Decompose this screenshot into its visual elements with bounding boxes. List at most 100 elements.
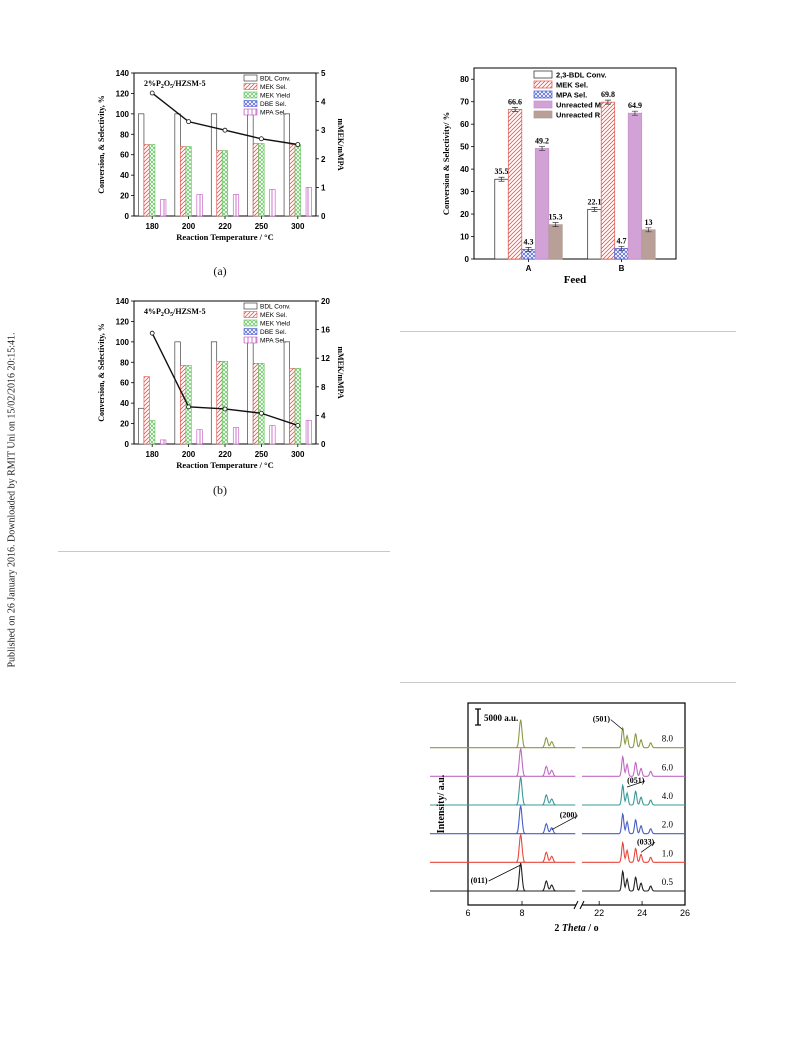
- error-bar: [604, 99, 611, 105]
- peak-label: (011): [471, 876, 488, 885]
- legend-label: BDL Conv.: [260, 304, 291, 311]
- y-tick-label: 60: [120, 379, 129, 388]
- y2-tick-label: 20: [321, 297, 330, 306]
- legend-label: DBE Sel.: [260, 329, 287, 336]
- y-tick-label: 20: [120, 192, 129, 201]
- y-tick-label: 80: [460, 75, 469, 84]
- caption-b: (b): [213, 483, 227, 497]
- y2-axis-title: mMEK/mMPA: [336, 346, 345, 399]
- xrd-pattern-right: [582, 840, 685, 863]
- data-label: 64.9: [628, 101, 642, 110]
- legend-swatch: [243, 108, 258, 116]
- ratio-point: [186, 119, 191, 125]
- y2-tick-label: 3: [321, 126, 326, 135]
- y-axis-title: Conversion & Selectivity/ %: [441, 112, 451, 215]
- peak-pointer: [610, 719, 623, 730]
- legend-label: MPA Sel.: [260, 338, 286, 345]
- legend-label: 2,3-BDL Conv.: [556, 71, 607, 80]
- legend-swatch: [243, 83, 258, 90]
- x-tick-label: 24: [637, 908, 647, 918]
- chart-xrd: 6 8 22 24 26 0.5 1.0 2.0 4.0 6.0 8.0 (011) (033) (200…: [430, 702, 690, 934]
- bar-bdl-conv-: [247, 113, 254, 217]
- divider-left: [58, 551, 390, 552]
- bar-mek-sel-: [289, 368, 296, 445]
- legend-swatch: [533, 80, 553, 89]
- legend-swatch: [243, 74, 258, 82]
- error-bar: [512, 106, 519, 112]
- bar-mek-yield: [185, 146, 192, 217]
- x-tick-label: 300: [291, 450, 305, 459]
- error-bar: [552, 222, 559, 227]
- series-label: 0.5: [662, 877, 674, 887]
- bar-bdl-conv-: [174, 113, 181, 217]
- bar-bdl-conv-: [174, 341, 181, 445]
- bar-mek-yield: [149, 144, 156, 217]
- bar-2-3-bdl-conv-: [587, 208, 602, 260]
- legend-label: MEK Sel.: [260, 312, 287, 319]
- bar-mpa-sel-: [232, 427, 240, 445]
- legend-swatch: [533, 70, 553, 79]
- xrd-pattern-left: [430, 719, 576, 749]
- series-label: 2.0: [662, 820, 674, 830]
- legend-label: MEK Yield: [260, 93, 290, 100]
- chart-feed: 0 10 20 30 40 50 60 70 80 A 35.5 66.6 4.3 49.2 15.3 B 22…: [441, 67, 677, 284]
- y2-axis-title: mMEK/mMPA: [336, 118, 345, 171]
- legend-label: MPA Sel.: [556, 91, 587, 100]
- bar-unreacted-r: [641, 229, 656, 260]
- bar-mek-sel-: [180, 146, 187, 217]
- x-tick-label: 200: [182, 450, 196, 459]
- error-bar: [631, 110, 638, 116]
- series-label: 6.0: [662, 762, 674, 772]
- xrd-pattern-right: [582, 812, 685, 835]
- bar-mek-sel-: [143, 376, 150, 445]
- legend-label: Unreacted R: [556, 111, 601, 120]
- x-tick-label: 200: [182, 222, 196, 231]
- error-bar: [618, 246, 625, 251]
- ratio-point: [295, 423, 301, 428]
- catalyst-label: 4%P2O5/HZSM-5: [144, 307, 206, 318]
- legend-label: MEK Yield: [260, 321, 290, 328]
- data-label: 15.3: [549, 213, 563, 222]
- xrd-pattern-left: [430, 805, 576, 835]
- x-tick-label: 250: [255, 222, 269, 231]
- y-tick-label: 60: [460, 120, 469, 129]
- bar-mek-yield: [149, 420, 156, 445]
- error-bar: [525, 246, 532, 252]
- legend-swatch: [533, 110, 553, 119]
- bar-mek-sel-: [143, 144, 150, 217]
- bar-mek-yield: [258, 143, 265, 217]
- legend-swatch: [533, 100, 553, 109]
- series-label: 8.0: [662, 734, 674, 744]
- peak-pointer: [626, 780, 646, 788]
- bar-mpa-sel-: [196, 429, 203, 445]
- data-label: 35.5: [495, 167, 509, 176]
- chart-b: 0 20 40 60 80 100 120 140 0 4 8 12 16 20 180 200 220 250 3…: [97, 297, 345, 470]
- legend-label: Unreacted M: [556, 101, 601, 110]
- bar-bdl-conv-: [283, 113, 290, 217]
- bar-unreacted-r: [548, 224, 563, 260]
- y2-tick-label: 4: [321, 411, 326, 420]
- bar-mek-sel-: [289, 144, 296, 217]
- y-tick-label: 140: [116, 69, 130, 78]
- peak-label: (200): [560, 811, 578, 820]
- x-axis-title: Feed: [564, 274, 587, 284]
- y2-tick-label: 4: [321, 98, 326, 107]
- legend-swatch: [533, 90, 553, 99]
- error-bar: [645, 227, 652, 233]
- legend-label: MEK Sel.: [260, 84, 287, 91]
- bar-mek-sel-: [507, 108, 523, 260]
- figure-b: 0 20 40 60 80 100 120 140 0 4 8 12 16 20 180 200 220 250 3…: [94, 288, 354, 483]
- bar-mek-sel-: [252, 363, 259, 445]
- peak-pointer: [488, 864, 521, 882]
- figure-xrd: 6 8 22 24 26 0.5 1.0 2.0 4.0 6.0 8.0 (011) (033) (200…: [430, 695, 710, 935]
- y-tick-label: 0: [125, 440, 130, 449]
- y-tick-label: 40: [460, 165, 469, 174]
- xrd-pattern-right: [582, 783, 685, 806]
- y-tick-label: 60: [120, 151, 129, 160]
- y-axis-title: Conversion, & Selectivity, %: [97, 323, 106, 421]
- bar-bdl-conv-: [138, 407, 145, 445]
- peak-label: (051): [627, 776, 645, 785]
- data-label: 22.1: [587, 197, 601, 206]
- y-tick-label: 30: [460, 188, 469, 197]
- x-tick-label: 220: [218, 450, 232, 459]
